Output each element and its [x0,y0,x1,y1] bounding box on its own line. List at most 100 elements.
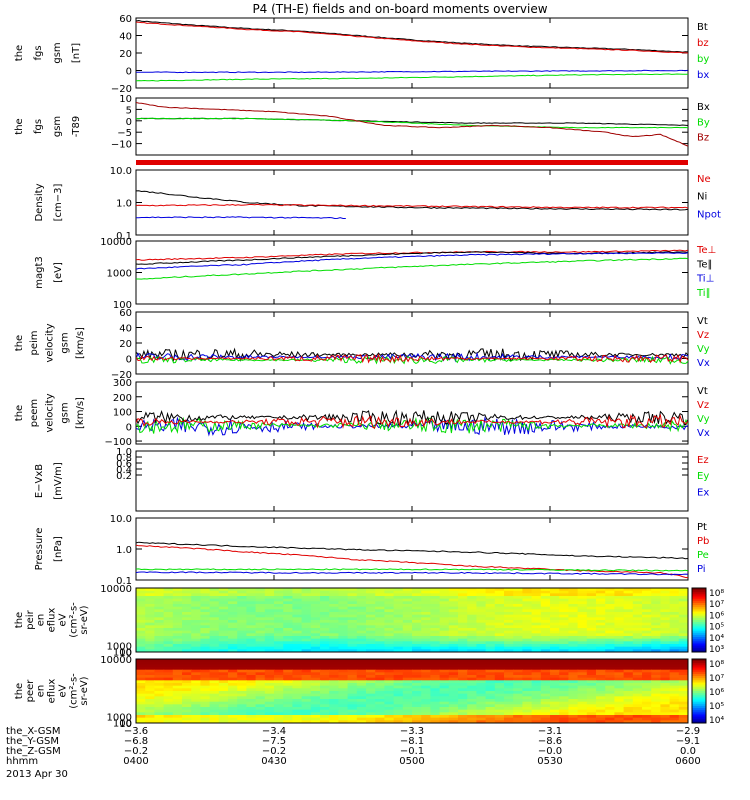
spectrogram-cell [540,661,551,665]
spectrogram-cell [448,625,459,629]
spectrogram-cell [421,720,431,723]
spectrogram-cell [614,704,625,708]
spectrogram-cell [375,609,385,613]
colorbar-frame [691,587,707,653]
spectrogram-cell [200,596,211,600]
spectrogram-cell [522,628,533,632]
spectrogram-cell [568,622,579,626]
spectrogram-cell [531,680,542,684]
legend-entry: Pe [697,550,709,561]
spectrogram-cell [439,659,450,663]
spectrogram-cell [494,609,505,613]
spectrogram-cell [356,625,367,629]
spectrogram-cell [458,593,468,597]
spectrogram-cell [476,667,487,671]
spectrogram-cell [476,704,487,708]
spectrogram-cell [191,633,201,637]
spectrogram-cell [550,701,560,705]
spectrogram-cell [586,649,597,652]
spectrogram-cell [485,677,496,681]
spectrogram-cell [559,667,569,671]
spectrogram-cell [412,649,422,652]
spectrogram-cell [513,649,523,652]
spectrogram-cell [412,667,422,671]
series-line-red [136,203,688,209]
spectrogram-cell [660,593,671,597]
spectrogram-cell [255,677,266,681]
legend-entry: Vx [697,428,710,439]
colorbar-segment [692,622,706,625]
spectrogram-cell [274,701,284,705]
spectrogram-cell [494,677,505,681]
spectrogram-cell [356,617,367,621]
spectrogram-cell [329,704,339,708]
spectrogram-cell [458,667,468,671]
spectrogram-cell [255,691,266,695]
spectrogram-cell [338,614,349,618]
spectrogram-cell [393,614,404,618]
spectrogram-cell [320,598,330,602]
spectrogram-cell [632,683,643,687]
spectrogram-cell [412,707,422,711]
spectrogram-cell [605,720,615,723]
spectrogram-cell [669,638,680,642]
spectrogram-cell [384,688,395,692]
spectrogram-cell [402,628,413,632]
spectrogram-cell [218,604,229,608]
spectrogram-cell [274,625,284,629]
spectrogram-cell [596,709,606,713]
spectrogram-cell [513,691,523,695]
spectrogram-cell [540,701,551,705]
spectrogram-cell [439,646,450,650]
spectrogram-cell [366,606,376,610]
spectrogram-cell [605,649,615,652]
spectrogram-cell [476,699,487,703]
spectrogram-cell [421,596,431,600]
spectrogram-cell [577,715,588,719]
spectrogram-cell [531,612,542,616]
spectrogram-cell [218,675,229,679]
spectrogram-cell [605,646,615,650]
spectrogram-cell [494,596,505,600]
spectrogram-cell [458,633,468,637]
spectrogram-cell [577,683,588,687]
legend-entry: by [697,54,709,65]
spectrogram-cell [605,712,615,716]
spectrogram-cell [228,638,238,642]
spectrogram-cell [264,601,275,605]
spectrogram-cell [596,672,606,676]
spectrogram-cell [329,636,339,640]
spectrogram-cell [145,712,155,716]
spectrogram-cell [458,625,468,629]
spectrogram-cell [531,661,542,665]
spectrogram-cell [264,638,275,642]
spectrogram-cell [200,704,211,708]
spectrogram-cell [402,588,413,592]
spectrogram-cell [485,701,496,705]
y-axis-label: peir [25,609,36,629]
spectrogram-cell [154,680,165,684]
spectrogram-cell [531,641,542,645]
spectrogram-cell [586,715,597,719]
colorbar-segment [692,609,706,612]
spectrogram-cell [264,612,275,616]
spectrogram-cell [485,588,496,592]
spectrogram-cell [402,683,413,687]
spectrogram-cell [559,707,569,711]
spectrogram-cell [458,664,468,668]
colorbar-segment [692,678,706,681]
spectrogram-cell [310,598,321,602]
spectrogram-cell [264,641,275,645]
spectrogram-cell [347,704,358,708]
spectrogram-cell [540,691,551,695]
spectrogram-cell [439,612,450,616]
spectrogram-cell [356,590,367,594]
spectrogram-cell [476,672,487,676]
spectrogram-cell [191,704,201,708]
spectrogram-cell [605,604,615,608]
spectrogram-cell [182,609,192,613]
spectrogram-cell [522,677,533,681]
spectrogram-cell [292,649,303,652]
spectrogram-cell [163,649,174,652]
